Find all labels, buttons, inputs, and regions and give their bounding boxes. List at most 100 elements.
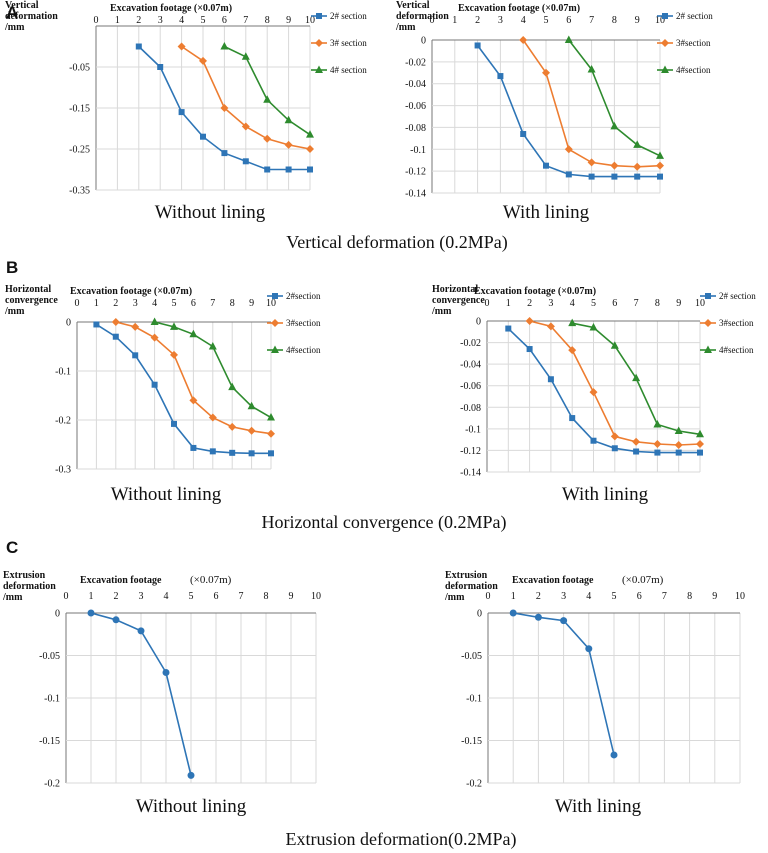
y-axis-title: Horizontal: [5, 284, 51, 295]
legend-label: 2# section: [719, 291, 756, 301]
x-tick-label: 2: [113, 298, 118, 309]
y-tick-label: -0.1: [465, 424, 481, 435]
data-point: [267, 429, 275, 438]
y-tick-label: -0.1: [466, 694, 482, 705]
data-point: [131, 322, 140, 331]
legend-label: 4#section: [719, 345, 754, 355]
y-axis-title: /mm: [4, 306, 25, 317]
x-tick-label: 10: [695, 298, 705, 309]
data-point: [497, 73, 504, 80]
x-tick-label: 3: [158, 15, 163, 26]
legend-label: 3#section: [676, 38, 711, 48]
x-tick-label: 5: [591, 298, 596, 309]
y-tick-label: -0.04: [460, 360, 481, 371]
data-point: [587, 158, 596, 167]
x-tick-label: 10: [655, 15, 665, 26]
data-point: [284, 115, 293, 124]
x-tick-label: 8: [230, 298, 235, 309]
y-tick-label: 0: [477, 609, 482, 620]
data-point: [505, 325, 512, 332]
x-axis-title-suffix: (×0.07m): [190, 574, 232, 586]
y-tick-label: -0.05: [39, 651, 60, 662]
data-point: [474, 42, 481, 49]
x-tick-label: 3: [498, 15, 503, 26]
x-tick-label: 6: [222, 15, 227, 26]
legend-label: 4# section: [330, 65, 367, 75]
data-point: [526, 346, 533, 353]
data-point: [242, 158, 249, 165]
x-axis-title-suffix: (×0.07m): [622, 574, 664, 586]
y-tick-label: -0.1: [44, 694, 60, 705]
data-point: [585, 645, 593, 653]
x-tick-label: 5: [201, 15, 206, 26]
data-point: [150, 333, 159, 342]
data-point: [247, 401, 256, 410]
x-tick-label: 4: [179, 15, 184, 26]
y-axis-title: Horizontal: [432, 284, 478, 295]
data-point: [610, 121, 619, 130]
legend-marker: [704, 319, 712, 327]
chart-caption: With lining: [562, 484, 649, 505]
chart-caption: With lining: [555, 796, 642, 817]
data-point: [589, 322, 598, 331]
y-axis-title: convergence: [5, 295, 58, 306]
x-tick-label: 1: [452, 15, 457, 26]
x-axis-title: Excavation footage (×0.07m): [110, 3, 232, 14]
data-point: [569, 415, 576, 422]
data-point: [285, 166, 292, 173]
x-tick-label: 0: [75, 298, 80, 309]
x-tick-label: 9: [635, 15, 640, 26]
x-tick-label: 3: [133, 298, 138, 309]
data-point: [137, 627, 145, 635]
data-point: [519, 36, 528, 44]
data-point: [633, 140, 642, 148]
data-point: [241, 122, 250, 131]
x-tick-label: 0: [486, 591, 491, 602]
data-point: [284, 140, 293, 149]
legend-label: 3#section: [286, 318, 321, 328]
x-axis-title: Excavation footage: [512, 575, 594, 586]
data-point: [190, 444, 197, 451]
y-axis-title: Extrusion: [3, 570, 46, 581]
chart-caption: Without lining: [155, 202, 266, 223]
y-tick-label: -0.2: [44, 779, 60, 790]
x-tick-label: 8: [687, 591, 692, 602]
y-tick-label: 0: [476, 317, 481, 328]
data-point: [634, 173, 641, 180]
y-tick-label: -0.06: [460, 381, 481, 392]
legend-marker: [704, 345, 712, 353]
chart-vertical-with-lining: 0 1 2 3 4 5 6 7 8 9 10 0 -0.02 -0.04 -0.06 -0.08 -0.1 -0.…: [395, 0, 713, 223]
x-tick-label: 9: [249, 298, 254, 309]
x-tick-label: 10: [311, 591, 321, 602]
panel-letter-b: B: [6, 258, 18, 277]
data-point: [564, 145, 573, 154]
data-point: [654, 449, 661, 456]
data-point: [564, 35, 573, 43]
legend-marker: [271, 345, 279, 353]
data-point: [209, 448, 216, 455]
x-tick-label: 7: [239, 591, 244, 602]
x-tick-label: 8: [264, 591, 269, 602]
data-point: [170, 322, 178, 330]
data-point: [157, 64, 164, 70]
data-point: [632, 437, 641, 446]
legend-label: 3# section: [330, 38, 367, 48]
data-point: [611, 173, 618, 180]
y-tick-label: -0.08: [460, 403, 481, 414]
data-point: [263, 134, 272, 143]
data-point: [150, 317, 159, 325]
y-tick-label: -0.12: [405, 167, 426, 178]
data-point: [675, 449, 682, 456]
data-point: [228, 422, 237, 431]
data-point: [590, 437, 597, 444]
data-point: [520, 130, 527, 137]
y-tick-label: 0: [66, 318, 71, 329]
legend-label: 3#section: [719, 318, 754, 328]
x-axis-title: Excavation footage (×0.07m): [70, 286, 192, 297]
data-point: [151, 381, 158, 388]
data-point: [610, 161, 619, 170]
x-tick-label: 10: [305, 15, 315, 26]
y-tick-label: -0.35: [69, 186, 90, 197]
y-axis-title: /mm: [444, 592, 465, 603]
